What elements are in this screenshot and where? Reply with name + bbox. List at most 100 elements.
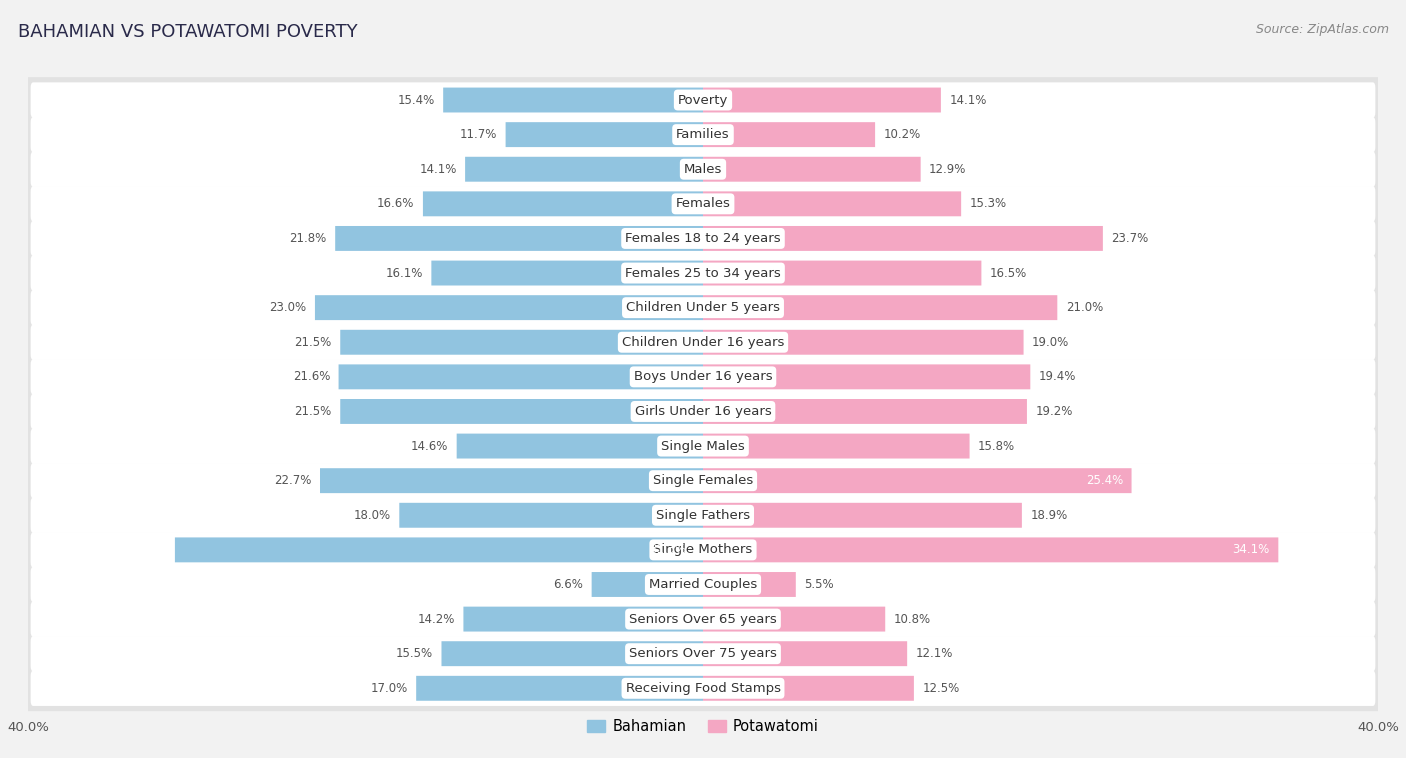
FancyBboxPatch shape [31, 186, 1375, 221]
FancyBboxPatch shape [24, 597, 1382, 642]
FancyBboxPatch shape [24, 458, 1382, 503]
FancyBboxPatch shape [24, 493, 1382, 538]
FancyBboxPatch shape [24, 354, 1382, 399]
FancyBboxPatch shape [24, 319, 1382, 365]
FancyBboxPatch shape [703, 399, 1026, 424]
FancyBboxPatch shape [31, 497, 1375, 533]
Text: Seniors Over 75 years: Seniors Over 75 years [628, 647, 778, 660]
FancyBboxPatch shape [703, 295, 1057, 320]
FancyBboxPatch shape [31, 255, 1375, 290]
Text: 15.8%: 15.8% [979, 440, 1015, 453]
Text: 21.5%: 21.5% [295, 405, 332, 418]
Text: 23.0%: 23.0% [270, 301, 307, 314]
Text: 25.4%: 25.4% [1085, 475, 1123, 487]
FancyBboxPatch shape [24, 215, 1382, 262]
FancyBboxPatch shape [31, 463, 1375, 498]
Text: 14.6%: 14.6% [411, 440, 449, 453]
Text: 14.2%: 14.2% [418, 612, 456, 625]
Text: 6.6%: 6.6% [554, 578, 583, 591]
FancyBboxPatch shape [465, 157, 703, 182]
FancyBboxPatch shape [703, 503, 1022, 528]
Text: Children Under 16 years: Children Under 16 years [621, 336, 785, 349]
FancyBboxPatch shape [31, 359, 1375, 394]
Text: Single Mothers: Single Mothers [654, 543, 752, 556]
FancyBboxPatch shape [31, 221, 1375, 256]
FancyBboxPatch shape [416, 676, 703, 700]
FancyBboxPatch shape [24, 111, 1382, 158]
FancyBboxPatch shape [703, 537, 1278, 562]
Text: 21.6%: 21.6% [292, 371, 330, 384]
Text: 22.7%: 22.7% [274, 475, 312, 487]
FancyBboxPatch shape [31, 636, 1375, 672]
FancyBboxPatch shape [321, 468, 703, 493]
Text: 21.8%: 21.8% [290, 232, 326, 245]
Text: 34.1%: 34.1% [1233, 543, 1270, 556]
FancyBboxPatch shape [335, 226, 703, 251]
Text: 19.2%: 19.2% [1035, 405, 1073, 418]
FancyBboxPatch shape [31, 532, 1375, 568]
FancyBboxPatch shape [432, 261, 703, 286]
FancyBboxPatch shape [24, 181, 1382, 227]
FancyBboxPatch shape [703, 88, 941, 112]
FancyBboxPatch shape [506, 122, 703, 147]
Text: Children Under 5 years: Children Under 5 years [626, 301, 780, 314]
Text: BAHAMIAN VS POTAWATOMI POVERTY: BAHAMIAN VS POTAWATOMI POVERTY [18, 23, 359, 41]
Text: 21.0%: 21.0% [1066, 301, 1102, 314]
FancyBboxPatch shape [703, 434, 970, 459]
FancyBboxPatch shape [423, 191, 703, 216]
Text: 23.7%: 23.7% [1111, 232, 1149, 245]
Text: 12.9%: 12.9% [929, 163, 966, 176]
FancyBboxPatch shape [703, 606, 886, 631]
FancyBboxPatch shape [31, 601, 1375, 637]
FancyBboxPatch shape [24, 631, 1382, 677]
Text: Boys Under 16 years: Boys Under 16 years [634, 371, 772, 384]
FancyBboxPatch shape [24, 389, 1382, 434]
FancyBboxPatch shape [703, 261, 981, 286]
Text: 14.1%: 14.1% [949, 93, 987, 107]
Text: 16.5%: 16.5% [990, 267, 1026, 280]
FancyBboxPatch shape [24, 527, 1382, 573]
FancyBboxPatch shape [703, 365, 1031, 390]
FancyBboxPatch shape [31, 290, 1375, 325]
FancyBboxPatch shape [703, 157, 921, 182]
Text: Single Fathers: Single Fathers [657, 509, 749, 522]
FancyBboxPatch shape [703, 676, 914, 700]
Text: Source: ZipAtlas.com: Source: ZipAtlas.com [1256, 23, 1389, 36]
FancyBboxPatch shape [703, 226, 1102, 251]
Text: 19.4%: 19.4% [1039, 371, 1076, 384]
FancyBboxPatch shape [464, 606, 703, 631]
FancyBboxPatch shape [340, 330, 703, 355]
FancyBboxPatch shape [457, 434, 703, 459]
Text: 15.4%: 15.4% [398, 93, 434, 107]
Text: 16.6%: 16.6% [377, 197, 415, 210]
FancyBboxPatch shape [31, 671, 1375, 706]
FancyBboxPatch shape [31, 324, 1375, 360]
FancyBboxPatch shape [31, 152, 1375, 187]
Text: 11.7%: 11.7% [460, 128, 498, 141]
Text: 10.8%: 10.8% [894, 612, 931, 625]
FancyBboxPatch shape [441, 641, 703, 666]
Text: 10.2%: 10.2% [883, 128, 921, 141]
FancyBboxPatch shape [340, 399, 703, 424]
Text: 15.5%: 15.5% [396, 647, 433, 660]
FancyBboxPatch shape [443, 88, 703, 112]
FancyBboxPatch shape [24, 250, 1382, 296]
FancyBboxPatch shape [703, 191, 962, 216]
Text: 18.9%: 18.9% [1031, 509, 1067, 522]
Text: Families: Families [676, 128, 730, 141]
Text: Males: Males [683, 163, 723, 176]
FancyBboxPatch shape [592, 572, 703, 597]
Text: 19.0%: 19.0% [1032, 336, 1069, 349]
Text: Poverty: Poverty [678, 93, 728, 107]
FancyBboxPatch shape [24, 77, 1382, 123]
Text: Single Females: Single Females [652, 475, 754, 487]
FancyBboxPatch shape [703, 641, 907, 666]
Text: Single Males: Single Males [661, 440, 745, 453]
Text: 18.0%: 18.0% [354, 509, 391, 522]
Text: Females 25 to 34 years: Females 25 to 34 years [626, 267, 780, 280]
Text: Receiving Food Stamps: Receiving Food Stamps [626, 681, 780, 695]
FancyBboxPatch shape [31, 394, 1375, 429]
FancyBboxPatch shape [174, 537, 703, 562]
FancyBboxPatch shape [24, 146, 1382, 192]
FancyBboxPatch shape [703, 468, 1132, 493]
